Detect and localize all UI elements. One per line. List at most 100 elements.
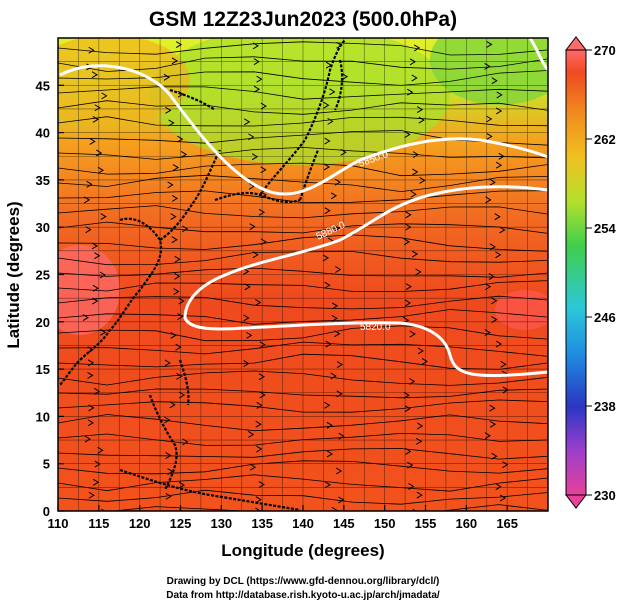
flow-arrow <box>340 148 347 156</box>
flow-arrow <box>409 330 416 338</box>
colorbar-tick-label: 254 <box>594 221 616 236</box>
flow-arrow <box>407 461 414 469</box>
flow-arrow <box>499 494 507 502</box>
flow-arrow <box>92 478 100 486</box>
flow-arrow <box>92 297 99 305</box>
colorbar-tick-label: 262 <box>594 132 616 147</box>
flow-arrow <box>164 359 171 367</box>
flow-arrow <box>255 420 262 428</box>
flow-arrow <box>491 452 498 460</box>
flow-arrow <box>494 213 501 221</box>
flow-arrow <box>335 266 342 273</box>
flow-arrow <box>484 62 491 70</box>
flow-arrow <box>407 88 414 96</box>
flow-arrow <box>411 74 418 82</box>
x-tick-label: 165 <box>496 516 518 531</box>
flow-arrow <box>413 44 421 52</box>
flow-arrow <box>243 360 250 367</box>
flow-arrow <box>324 401 331 409</box>
flow-arrow <box>405 283 412 291</box>
flow-arrow <box>84 435 91 443</box>
flow-arrow <box>417 422 424 430</box>
flow-arrow <box>100 328 107 336</box>
flow-arrow <box>331 302 339 310</box>
flow-arrow <box>177 313 184 320</box>
x-tick-label: 150 <box>374 516 396 531</box>
warm-region-east <box>495 290 548 330</box>
flow-arrow <box>419 176 426 184</box>
flow-arrow <box>412 168 419 176</box>
flow-arrow <box>95 149 103 157</box>
cool-region-west <box>58 38 190 125</box>
flow-arrow <box>251 153 259 161</box>
flow-arrow <box>256 445 263 453</box>
x-tick-label: 120 <box>129 516 151 531</box>
flow-arrow <box>258 481 265 488</box>
flow-arrow <box>412 151 419 159</box>
flow-arrow <box>418 116 425 124</box>
colorbar-top-cap <box>564 36 588 51</box>
flow-arrow <box>94 460 101 468</box>
flow-arrow <box>329 88 336 96</box>
flow-arrow <box>252 251 259 259</box>
colorbar: 270 262 254 246 238 230 <box>564 36 616 509</box>
flow-arrow <box>260 191 267 199</box>
y-tick-label: 0 <box>43 504 50 519</box>
y-tick-label: 45 <box>36 78 50 93</box>
flow-arrow <box>324 281 331 289</box>
flow-arrow <box>171 57 178 65</box>
flow-arrow <box>322 254 329 262</box>
flow-arrow <box>249 463 257 471</box>
flow-arrow <box>167 181 174 189</box>
x-tick-label: 130 <box>210 516 232 531</box>
flow-arrow <box>169 401 176 409</box>
flow-arrow <box>333 225 341 232</box>
x-axis: 110 115 120 125 130 135 140 145 150 155 160 165 <box>48 505 518 531</box>
colorbar-ticks: 270 262 254 246 238 230 <box>586 43 616 503</box>
x-tick-label: 115 <box>88 516 109 531</box>
y-tick-label: 10 <box>36 409 50 424</box>
flow-arrow <box>83 196 91 204</box>
flow-arrow <box>165 452 172 459</box>
flow-arrow <box>410 190 417 198</box>
flow-arrow <box>330 192 338 200</box>
colorbar-bar <box>565 49 587 496</box>
credit-drawing: Drawing by DCL (https://www.gfd-dennou.o… <box>167 576 440 587</box>
coastlines <box>59 39 346 511</box>
flow-arrow <box>405 211 412 219</box>
contour-5820 <box>528 38 548 71</box>
flow-arrow <box>168 119 175 127</box>
flow-arrow <box>415 268 422 276</box>
flow-arrow <box>86 180 93 188</box>
flow-arrow <box>171 236 178 244</box>
flow-arrow <box>323 101 330 109</box>
flow-arrow <box>495 483 502 491</box>
flow-arrow <box>174 255 181 263</box>
credit-data: Data from http://database.rish.kyoto-u.a… <box>166 590 440 601</box>
flow-arrow <box>88 404 95 412</box>
flow-arrow <box>163 73 170 81</box>
flow-arrow <box>324 481 331 489</box>
flow-arrow <box>327 117 334 125</box>
flow-arrow <box>88 491 95 499</box>
flow-arrow <box>326 450 334 458</box>
y-tick-label: 5 <box>43 457 50 472</box>
x-tick-label: 155 <box>415 516 437 531</box>
y-axis-label: Latitude (degrees) <box>4 201 23 348</box>
flow-arrow <box>170 331 177 339</box>
y-tick-label: 20 <box>36 315 50 330</box>
flow-arrow <box>417 347 424 355</box>
flow-arrow <box>416 437 423 445</box>
grid <box>58 38 548 511</box>
flow-arrow <box>259 341 266 349</box>
flow-arrow <box>335 467 343 475</box>
flow-arrow <box>486 133 493 140</box>
flow-arrow <box>489 178 496 186</box>
contour-5850 <box>59 64 548 196</box>
flow-arrow <box>486 40 493 48</box>
x-tick-label: 135 <box>251 516 273 531</box>
flow-arrow <box>258 373 265 381</box>
flow-arrow <box>411 250 419 258</box>
flow-arrow <box>176 372 183 380</box>
contour-5880 <box>183 185 548 378</box>
